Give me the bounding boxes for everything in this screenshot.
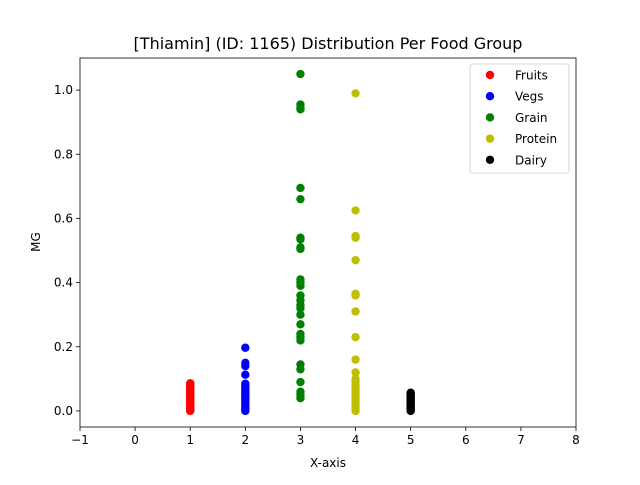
data-point xyxy=(351,206,360,215)
x-tick-label: 7 xyxy=(517,433,525,447)
x-tick-label: 2 xyxy=(242,433,250,447)
series-vegs xyxy=(241,343,250,416)
data-point xyxy=(351,355,360,364)
data-point xyxy=(296,100,305,109)
data-point xyxy=(186,379,195,388)
series-grain xyxy=(296,69,305,403)
data-point xyxy=(241,358,250,368)
data-point xyxy=(241,343,250,352)
legend-marker xyxy=(485,92,495,101)
chart-title: [Thiamin] (ID: 1165) Distribution Per Fo… xyxy=(134,34,523,53)
x-tick-label: 3 xyxy=(297,433,305,447)
x-tick-label: 5 xyxy=(407,433,415,447)
data-point xyxy=(296,194,305,204)
plot-area-frame xyxy=(79,57,577,428)
legend-label: Dairy xyxy=(515,153,547,167)
data-point xyxy=(406,388,415,397)
legend: Fruits Vegs Grain Protein Dairy xyxy=(469,63,570,174)
data-point xyxy=(296,243,305,252)
data-point xyxy=(241,379,250,388)
data-point xyxy=(296,387,305,396)
data-point xyxy=(351,374,360,384)
data-point xyxy=(296,291,305,300)
data-point xyxy=(296,377,305,387)
x-tick-label: −1 xyxy=(71,433,89,447)
legend-label: Protein xyxy=(515,132,557,146)
data-point xyxy=(296,360,305,369)
x-tick-label: 8 xyxy=(572,433,580,447)
data-point xyxy=(241,370,250,379)
series-dairy xyxy=(406,388,415,416)
x-tick-label: 1 xyxy=(186,433,194,447)
y-axis-label: MG xyxy=(29,232,43,252)
data-point xyxy=(296,329,305,339)
x-tick-label: 6 xyxy=(462,433,470,447)
y-tick-label: 1.0 xyxy=(54,83,73,97)
data-point xyxy=(296,233,305,242)
y-tick-label: 0.4 xyxy=(54,276,73,290)
data-point xyxy=(351,289,360,299)
legend-label: Fruits xyxy=(515,69,548,83)
x-tick-label: 4 xyxy=(352,433,360,447)
data-point xyxy=(296,183,305,193)
data-point xyxy=(351,231,360,241)
data-point xyxy=(296,320,305,329)
x-axis-label: X-axis xyxy=(310,456,346,470)
data-point xyxy=(296,275,305,284)
series-fruits xyxy=(186,379,195,416)
legend-frame xyxy=(469,63,570,174)
legend-label: Vegs xyxy=(515,90,544,104)
legend-label: Grain xyxy=(515,111,548,125)
legend-marker xyxy=(485,155,495,164)
y-tick-label: 0.2 xyxy=(54,340,73,354)
legend-marker xyxy=(485,70,495,80)
y-tick-label: 0.0 xyxy=(54,404,73,418)
data-point xyxy=(351,368,360,377)
data-point xyxy=(351,332,360,342)
y-tick-label: 0.8 xyxy=(54,147,73,161)
legend-marker xyxy=(485,113,495,122)
data-point xyxy=(351,307,360,316)
y-tick-label: 0.6 xyxy=(54,211,73,225)
data-point xyxy=(351,255,360,265)
data-point xyxy=(351,89,360,98)
data-point xyxy=(296,310,305,319)
x-tick-label: 0 xyxy=(131,433,139,447)
data-point xyxy=(296,69,305,79)
legend-marker xyxy=(485,134,495,143)
series-protein xyxy=(351,89,360,416)
